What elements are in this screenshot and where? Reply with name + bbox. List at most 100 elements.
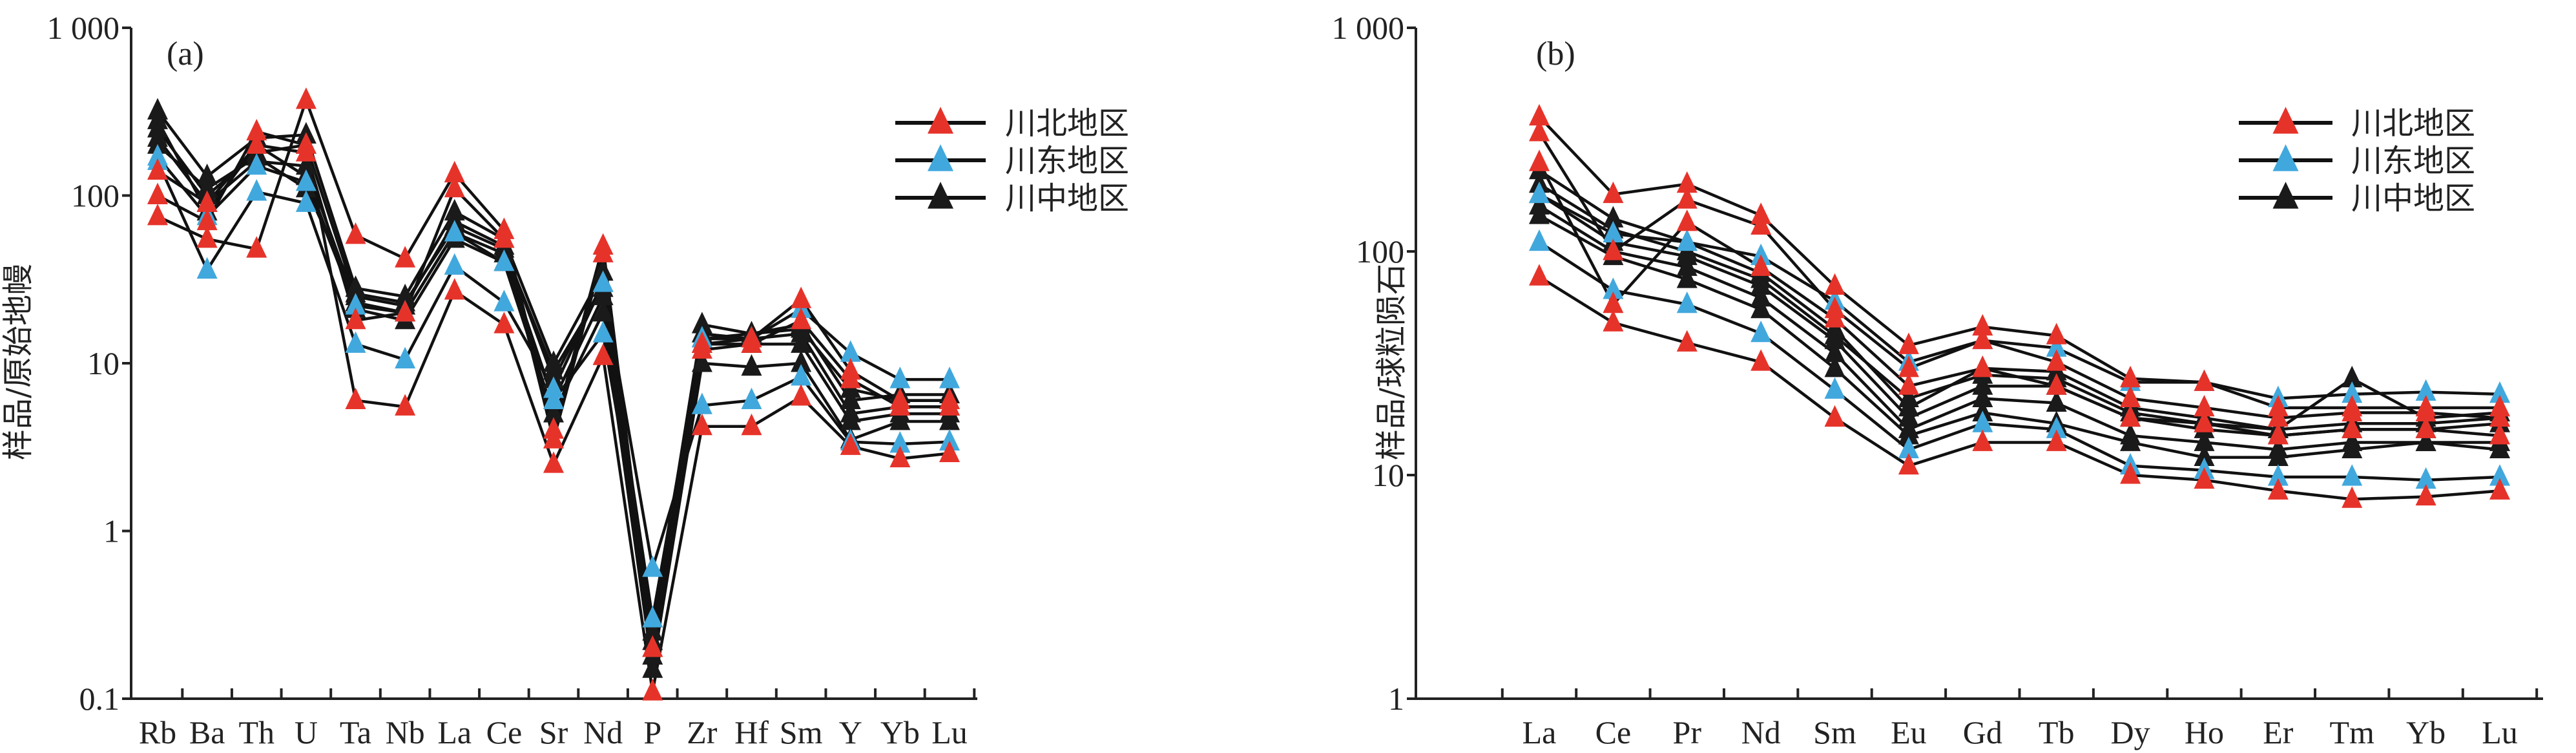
x-category-label: U: [295, 714, 318, 750]
marker-b-s9-Tm: [2342, 486, 2363, 508]
x-category-label: Sm: [1813, 714, 1856, 750]
marker-a-s9-Hf: [741, 413, 762, 436]
marker-a-s7-Rb: [147, 143, 168, 166]
x-category-label: Sm: [780, 714, 823, 750]
x-category-label: Pr: [1673, 714, 1702, 750]
marker-b-s10-Dy: [2120, 385, 2141, 407]
marker-a-s7-Y: [840, 340, 861, 362]
marker-b-s9-Pr: [1676, 330, 1698, 352]
series-line-b-4: [1538, 214, 2500, 459]
marker-b-s10-Lu: [2489, 405, 2510, 427]
marker-a-s6-Nb: [395, 346, 416, 368]
marker-b-s6-Eu: [1898, 436, 1919, 459]
marker-a-s7-U: [295, 169, 317, 191]
x-category-label: Nd: [1741, 714, 1781, 750]
x-category-label: Nd: [583, 714, 623, 750]
marker-b-s10-Pr: [1676, 187, 1698, 209]
marker-b-s10-Tm: [2342, 399, 2363, 421]
y-tick-label: 100: [71, 178, 119, 214]
x-category-label: Dy: [2111, 714, 2150, 750]
marker-b-s3-Ho: [2194, 429, 2215, 451]
x-category-label: Tm: [2330, 714, 2375, 750]
marker-b-s10-Tb: [2046, 349, 2067, 371]
marker-b-s5-Nd: [1750, 266, 1772, 288]
marker-a-s4-Lu: [939, 408, 960, 430]
legend-label: 川北地区: [2351, 105, 2475, 142]
marker-b-s10-La: [1529, 120, 1550, 142]
x-category-label: Gd: [1963, 714, 2002, 750]
x-category-label: Zr: [687, 714, 718, 750]
marker-a-s9-Ta: [345, 387, 366, 410]
marker-b-s7-Tm: [2342, 381, 2363, 403]
marker-a-s8-Ta: [345, 222, 366, 244]
marker-a-s9-P: [642, 679, 663, 701]
marker-a-s6-Sm: [791, 364, 812, 386]
x-category-label: Ce: [486, 714, 523, 750]
y-tick-label: 100: [1356, 233, 1404, 270]
y-tick-label: 10: [87, 345, 119, 381]
marker-b-s6-Gd: [1972, 410, 1993, 432]
marker-a-s6-Lu: [939, 429, 960, 451]
marker-a-s9-Sr: [543, 451, 564, 473]
marker-b-s5-Eu: [1898, 385, 1919, 407]
y-tick-label: 10: [1372, 457, 1404, 493]
marker-a-s10-Sm: [791, 307, 812, 330]
series-line-b-7: [1538, 193, 2500, 400]
marker-b-s9-Dy: [2120, 462, 2141, 484]
x-category-label: La: [1522, 714, 1557, 750]
marker-a-s6-Nd: [592, 270, 614, 292]
marker-b-s11-Dy: [2120, 405, 2141, 427]
marker-b-s4-Pr: [1676, 266, 1698, 288]
marker-a-s3-Y: [840, 408, 861, 430]
marker-b-s11-Tb: [2046, 373, 2067, 395]
marker-b-s11-Gd: [1972, 355, 1993, 377]
x-category-label: Tb: [2039, 714, 2075, 750]
x-category-label: La: [437, 714, 472, 750]
series-line-b-9: [1538, 275, 2500, 501]
marker-b-s9-La: [1529, 264, 1550, 286]
marker-b-s9-Nd: [1750, 349, 1772, 371]
marker-b-s4-Er: [2267, 444, 2289, 467]
marker-b-s9-Ho: [2194, 467, 2215, 489]
marker-b-s2-Eu: [1898, 405, 1919, 427]
marker-a-s4-Sm: [791, 350, 812, 372]
marker-b-s3-Pr: [1676, 254, 1698, 276]
marker-b-s11-Eu: [1898, 373, 1919, 395]
marker-a-s9-Yb: [889, 445, 911, 468]
marker-b-s9-Yb: [2415, 483, 2436, 505]
marker-b-s8-Gd: [1972, 313, 1993, 336]
marker-b-s4-Yb: [2415, 429, 2436, 451]
marker-b-s10-Gd: [1972, 327, 1993, 350]
legend-marker-triangle: [2272, 107, 2299, 134]
marker-b-s10-Eu: [1898, 355, 1919, 377]
panel-a-trace-element-spider: (a) 样品/原始地幔 0.1 1 10 100 1 000 Rb Ba Th U Ta Nb La C…: [0, 10, 1129, 750]
legend-label: 川东地区: [1005, 143, 1129, 179]
marker-a-s9-Nb: [395, 394, 416, 416]
marker-b-s11-Pr: [1676, 209, 1698, 231]
marker-b-s3-Tb: [2046, 390, 2067, 412]
x-category-label: Th: [238, 714, 275, 750]
marker-a-s4-Rb: [147, 107, 168, 129]
marker-a-s7-Lu: [939, 366, 960, 388]
marker-b-s9-Er: [2267, 478, 2289, 500]
series-line-b-8: [1538, 116, 2500, 410]
series-line-b-11: [1538, 162, 2500, 438]
marker-a-s10-Sr: [543, 427, 564, 449]
marker-b-s9-Eu: [1898, 452, 1919, 475]
series-line-b-1: [1538, 169, 2500, 431]
marker-b-s7-Nd: [1750, 243, 1772, 266]
x-category-label: Ba: [189, 714, 225, 750]
marker-b-s6-Tm: [2342, 464, 2363, 486]
legend-marker-triangle: [928, 144, 953, 171]
marker-b-s6-Sm: [1824, 377, 1845, 399]
marker-b-s5-Sm: [1824, 323, 1845, 345]
marker-a-s7-Nd: [592, 321, 614, 343]
marker-b-s4-Nd: [1750, 296, 1772, 319]
legend-label: 川东地区: [2351, 143, 2475, 179]
marker-b-s9-Gd: [1972, 429, 1993, 451]
marker-a-s10-Zr: [691, 337, 712, 359]
marker-b-s6-Yb: [2415, 467, 2436, 489]
series-line-b-6: [1538, 240, 2500, 482]
marker-a-s10-Ba: [196, 190, 218, 212]
